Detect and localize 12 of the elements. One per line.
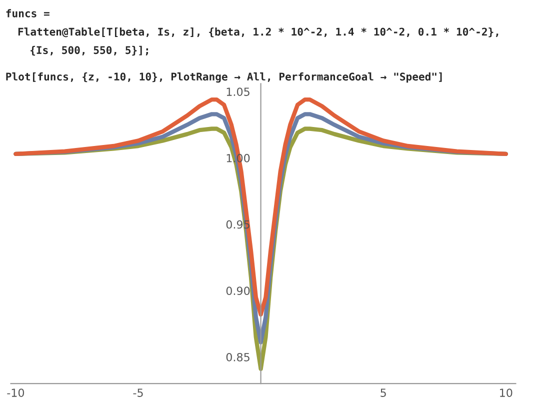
- y-tick-label: 0.90: [226, 286, 250, 296]
- y-tick-label: 0.85: [226, 352, 250, 362]
- text: funcs =: [6, 9, 50, 18]
- text: {Is, 500, 550, 5}];: [30, 46, 148, 56]
- line-series: [14, 97, 508, 317]
- text: Flatten@Table[T[beta, Is, z], {beta, 1.2 * 10^-2, 1.4 * 10^-2, 0.1 * 10^-2},: [18, 28, 498, 38]
- text: Plot[funcs, {z, -10, 10}, PlotRange → All, PerformanceGoal → "Speed"]: [6, 72, 442, 83]
- x-tick-label: -5: [133, 388, 143, 397]
- x-tick-label: -10: [7, 388, 24, 397]
- x-tick-label: 10: [500, 388, 512, 397]
- x-tick-label: 5: [380, 388, 386, 397]
- y-tick-label: 1.05: [226, 88, 250, 96]
